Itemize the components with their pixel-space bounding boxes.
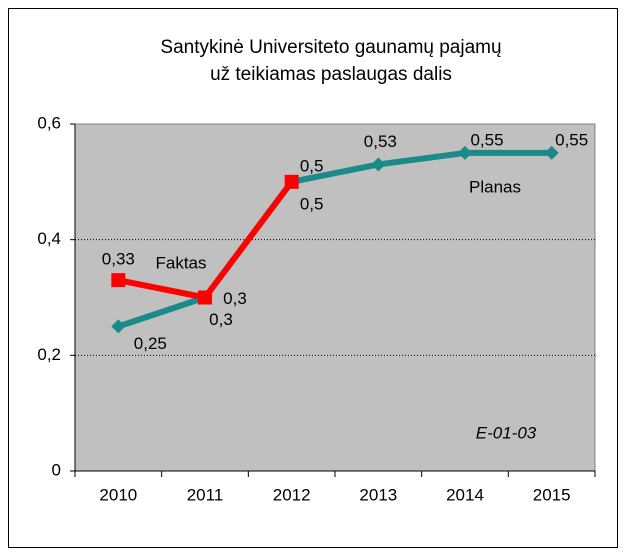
data-label: 0,55 bbox=[555, 130, 588, 149]
x-tick-label: 2014 bbox=[446, 485, 484, 504]
series-name: Faktas bbox=[155, 253, 206, 272]
data-label: 0,55 bbox=[470, 130, 503, 149]
marker bbox=[111, 319, 126, 334]
data-label: 0,5 bbox=[300, 194, 324, 213]
plot-area bbox=[74, 123, 596, 472]
y-tick-label: 0 bbox=[52, 460, 61, 479]
y-tick-label: 0,4 bbox=[37, 229, 61, 248]
y-tick-label: 0,2 bbox=[37, 345, 61, 364]
marker bbox=[284, 174, 299, 189]
marker bbox=[458, 145, 472, 160]
chart-title: už teikiamas paslaugas dalis bbox=[210, 64, 452, 85]
x-tick-label: 2015 bbox=[533, 485, 571, 504]
series-name: Planas bbox=[469, 177, 521, 196]
chart-title: Santykinė Universiteto gaunamų pajamų bbox=[160, 37, 501, 58]
data-label: 0,25 bbox=[134, 334, 167, 353]
marker bbox=[111, 273, 126, 288]
marker bbox=[371, 157, 386, 172]
data-label: 0,5 bbox=[300, 156, 324, 175]
data-label: 0,53 bbox=[364, 132, 397, 151]
data-label: 0,33 bbox=[102, 250, 135, 269]
marker bbox=[544, 145, 559, 160]
annotation: E-01-03 bbox=[476, 423, 537, 442]
x-tick-label: 2013 bbox=[359, 485, 397, 504]
x-tick-label: 2010 bbox=[99, 485, 137, 504]
x-tick-label: 2012 bbox=[273, 485, 311, 504]
data-label: 0,3 bbox=[223, 289, 247, 308]
series-line bbox=[117, 149, 552, 330]
data-label: 0,3 bbox=[209, 310, 233, 329]
marker bbox=[198, 290, 212, 305]
x-tick-label: 2011 bbox=[187, 485, 224, 504]
y-tick-label: 0,6 bbox=[37, 113, 61, 132]
